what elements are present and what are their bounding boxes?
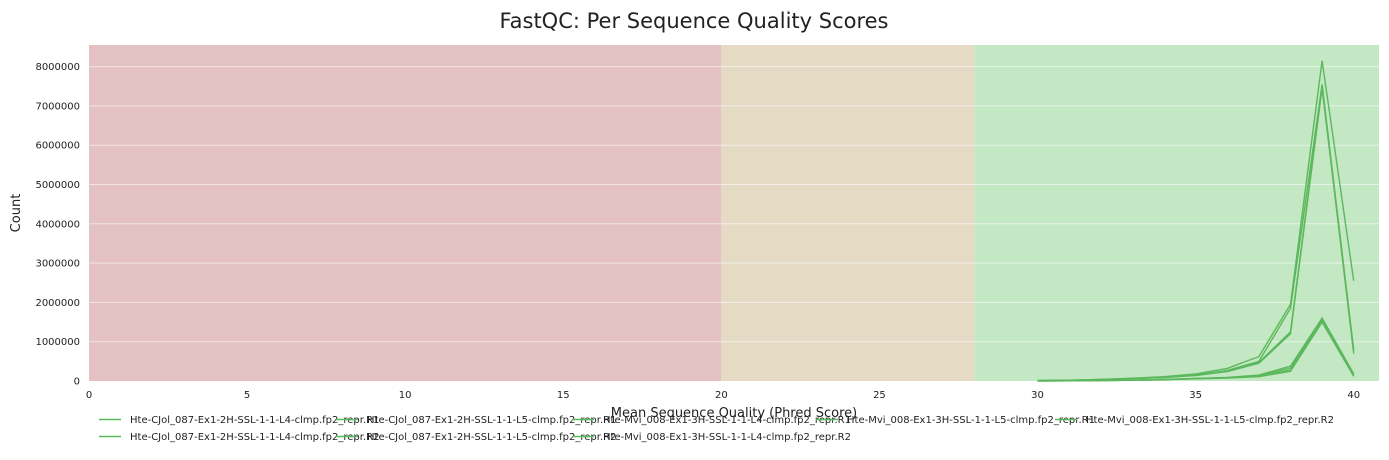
y-tick-label-4: 4000000	[35, 219, 80, 230]
legend-label: Hte-CJol_087-Ex1-2H-SSL-1-1-L5-clmp.fp2_…	[367, 415, 616, 426]
y-axis-label: Count	[9, 194, 24, 233]
gridlines	[89, 66, 1379, 343]
legend-label: Hte-Mvi_008-Ex1-3H-SSL-1-1-L5-clmp.fp2_r…	[847, 415, 1095, 426]
legend-label: Hte-CJol_087-Ex1-2H-SSL-1-1-L4-clmp.fp2_…	[130, 432, 379, 443]
y-tick-label-5: 5000000	[35, 180, 80, 191]
x-tick-label-8: 40	[1347, 390, 1360, 401]
quality-band-0	[89, 45, 722, 381]
legend-item[interactable]: Hte-Mvi_008-Ex1-3H-SSL-1-1-L4-clmp.fp2_r…	[572, 432, 851, 443]
x-tick-label-6: 30	[1031, 390, 1044, 401]
y-tick-label-3: 3000000	[35, 259, 80, 270]
quality-bands	[89, 45, 1379, 381]
legend-item[interactable]: Hte-CJol_087-Ex1-2H-SSL-1-1-L5-clmp.fp2_…	[336, 415, 616, 426]
legend-label: Hte-Mvi_008-Ex1-3H-SSL-1-1-L5-clmp.fp2_r…	[1086, 415, 1334, 426]
series-lines	[1037, 60, 1355, 382]
series-line-7[interactable]	[1037, 88, 1355, 382]
x-tick-label-7: 35	[1189, 390, 1202, 401]
legend-item[interactable]: Hte-Mvi_008-Ex1-3H-SSL-1-1-L4-clmp.fp2_r…	[572, 415, 851, 426]
legend-label: Hte-CJol_087-Ex1-2H-SSL-1-1-L4-clmp.fp2_…	[130, 415, 379, 426]
series-line-5[interactable]	[1037, 320, 1355, 382]
legend-item[interactable]: Hte-Mvi_008-Ex1-3H-SSL-1-1-L5-clmp.fp2_r…	[816, 415, 1095, 426]
x-tick-label-5: 25	[873, 390, 886, 401]
chart-title: FastQC: Per Sequence Quality Scores	[499, 9, 888, 33]
legend[interactable]: Hte-CJol_087-Ex1-2H-SSL-1-1-L4-clmp.fp2_…	[99, 415, 1334, 443]
x-axis-ticks: 0 5 10 15 20 25 30 35 40	[86, 390, 1360, 401]
y-tick-label-6: 6000000	[35, 141, 80, 152]
legend-item[interactable]: Hte-CJol_087-Ex1-2H-SSL-1-1-L5-clmp.fp2_…	[336, 432, 616, 443]
x-tick-label-1: 5	[244, 390, 250, 401]
y-tick-label-1: 1000000	[35, 337, 80, 348]
legend-label: Hte-Mvi_008-Ex1-3H-SSL-1-1-L4-clmp.fp2_r…	[603, 432, 851, 443]
quality-band-1	[721, 45, 975, 381]
legend-item[interactable]: Hte-CJol_087-Ex1-2H-SSL-1-1-L4-clmp.fp2_…	[99, 432, 379, 443]
legend-label: Hte-Mvi_008-Ex1-3H-SSL-1-1-L4-clmp.fp2_r…	[603, 415, 851, 426]
y-tick-label-8: 8000000	[35, 62, 80, 73]
y-tick-label-2: 2000000	[35, 298, 80, 309]
y-axis-ticks: 0 1000000 2000000 3000000 4000000 5000000 6000…	[35, 62, 80, 387]
y-tick-label-7: 7000000	[35, 101, 80, 112]
x-tick-label-3: 15	[557, 390, 570, 401]
y-tick-label-0: 0	[74, 377, 80, 388]
legend-item[interactable]: Hte-Mvi_008-Ex1-3H-SSL-1-1-L5-clmp.fp2_r…	[1055, 415, 1334, 426]
legend-label: Hte-CJol_087-Ex1-2H-SSL-1-1-L5-clmp.fp2_…	[367, 432, 616, 443]
x-tick-label-2: 10	[399, 390, 412, 401]
x-axis-label: Mean Sequence Quality (Phred Score)	[611, 406, 857, 421]
quality-band-2	[974, 45, 1379, 381]
x-tick-label-4: 20	[715, 390, 728, 401]
x-tick-label-0: 0	[86, 390, 92, 401]
legend-item[interactable]: Hte-CJol_087-Ex1-2H-SSL-1-1-L4-clmp.fp2_…	[99, 415, 379, 426]
